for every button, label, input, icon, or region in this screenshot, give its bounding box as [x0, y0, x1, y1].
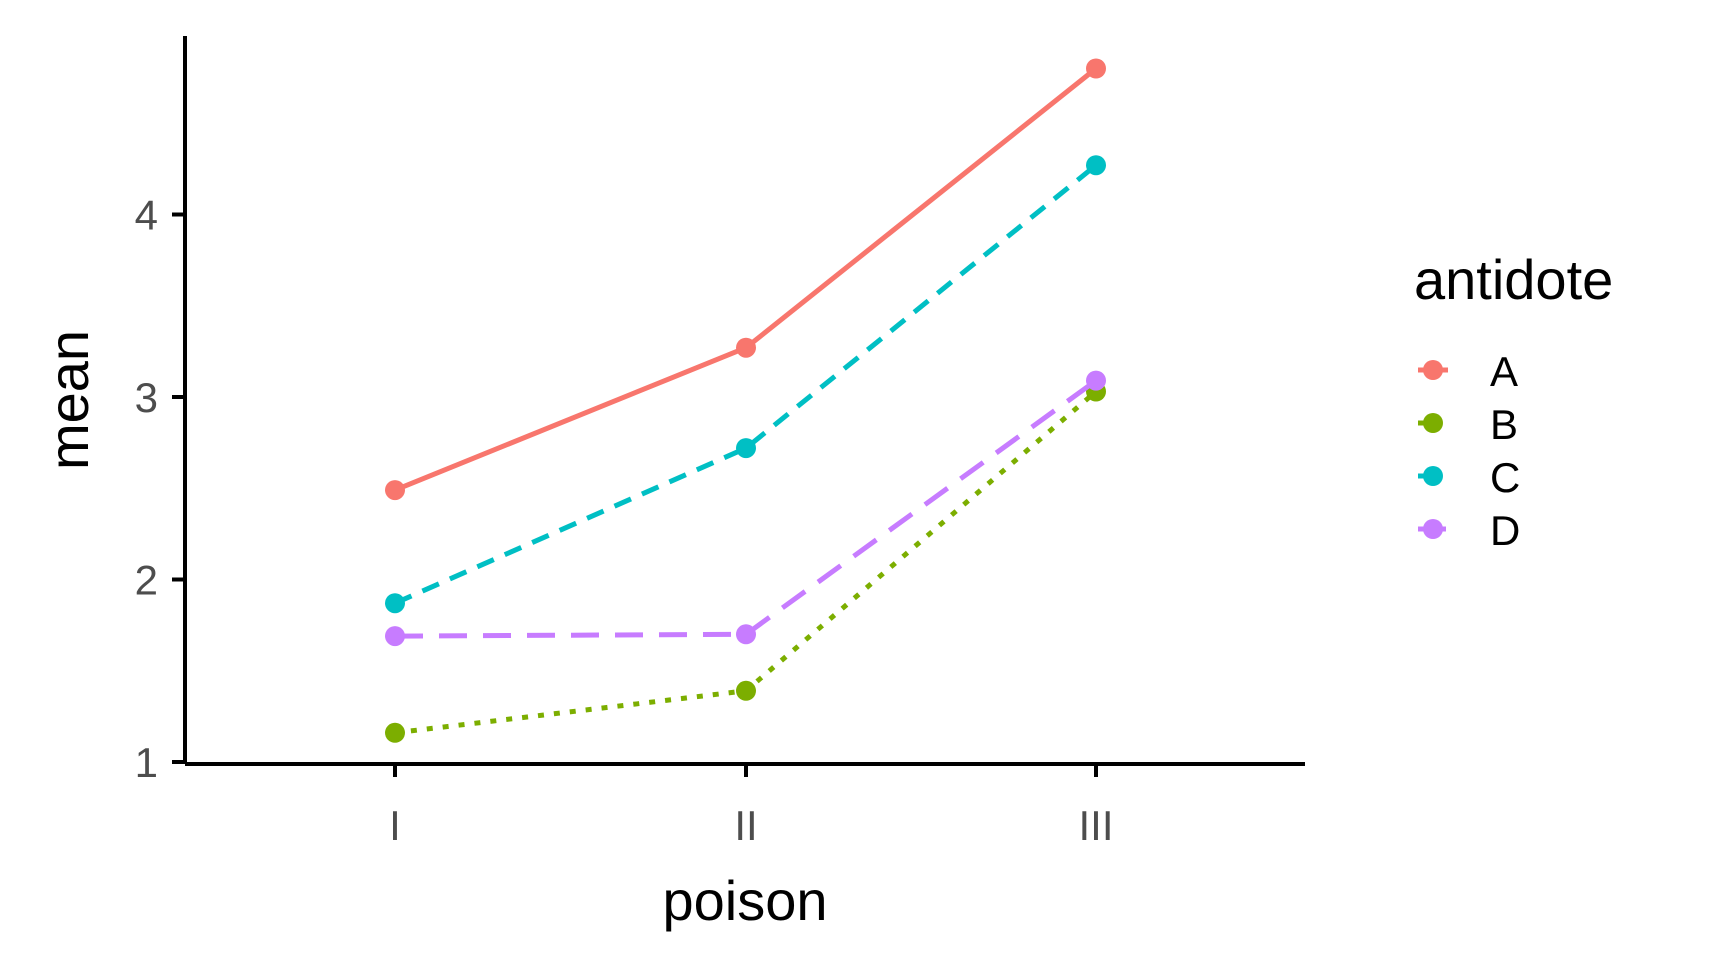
series-line-D [394, 378, 1098, 639]
y-tick-label: 4 [135, 192, 158, 239]
legend-key-point-A [1423, 360, 1443, 380]
x-tick-label: III [1078, 802, 1113, 849]
data-point-C-II [736, 438, 756, 459]
data-point-D-III [1086, 370, 1106, 391]
data-point-A-I [385, 480, 405, 501]
legend-key-point-C [1423, 466, 1443, 486]
data-point-D-II [736, 624, 756, 645]
plot-area [385, 58, 1106, 743]
y-tick-label: 2 [135, 557, 158, 604]
x-tick-label: I [389, 802, 401, 849]
legend-label-D: D [1490, 507, 1520, 554]
data-point-D-I [385, 626, 405, 647]
legend-label-A: A [1490, 348, 1518, 395]
data-point-A-III [1086, 58, 1106, 79]
legend-title: antidote [1414, 248, 1613, 311]
series-line-C [393, 163, 1098, 606]
legend-label-C: C [1490, 454, 1520, 501]
y-axis-ticks: 1 2 3 4 [135, 192, 185, 786]
legend-key-point-D [1423, 519, 1443, 539]
legend-label-B: B [1490, 401, 1518, 448]
data-point-A-II [736, 337, 756, 358]
data-point-C-III [1086, 155, 1106, 176]
legend-key-point-B [1423, 413, 1443, 433]
y-tick-label: 1 [135, 739, 158, 786]
data-point-C-I [385, 593, 405, 614]
y-axis-title: mean [37, 330, 100, 470]
x-axis-title: poison [662, 869, 827, 932]
series-line-A [394, 66, 1098, 493]
x-tick-label: II [734, 802, 757, 849]
data-point-B-II [736, 680, 756, 701]
x-axis-ticks: I II III [389, 764, 1114, 849]
data-point-B-I [385, 722, 405, 743]
y-tick-label: 3 [135, 374, 158, 421]
